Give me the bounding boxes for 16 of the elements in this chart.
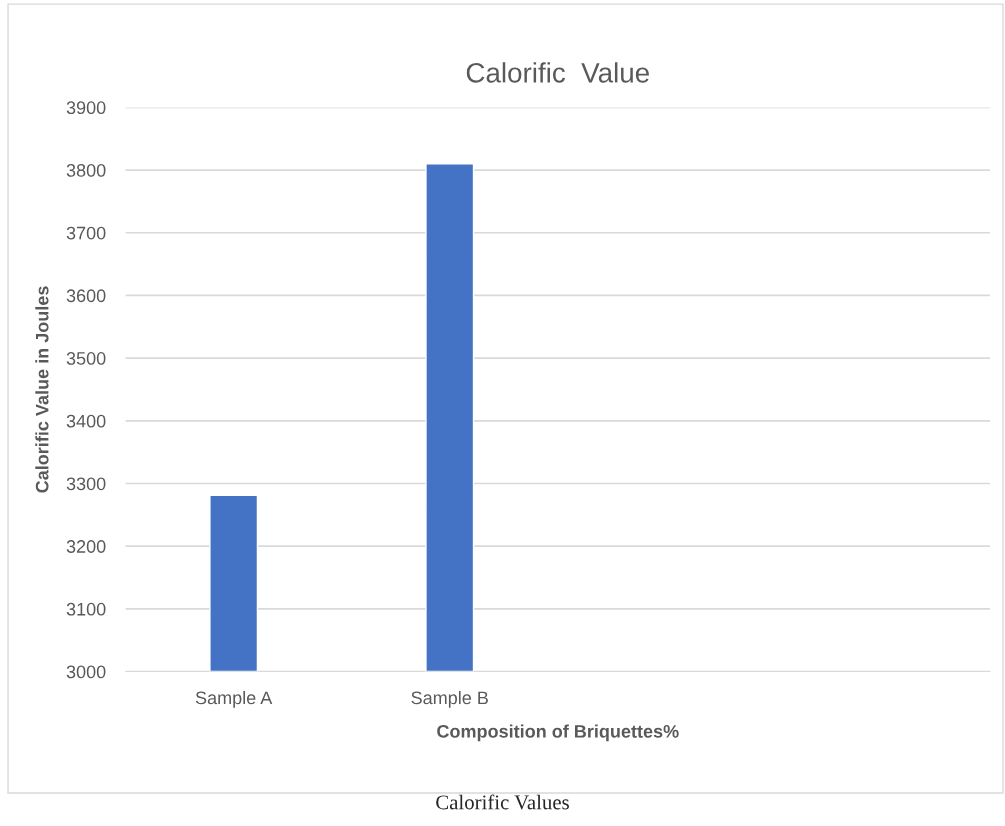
y-tick-label: 3200: [66, 540, 106, 553]
y-axis-title: Calorific Value in Joules: [35, 286, 49, 493]
text: Calorific Values: [436, 794, 569, 810]
y-tick-label: 3500: [66, 352, 106, 365]
y-tick-label: 3700: [66, 226, 106, 240]
y-tick-label: 3100: [66, 602, 106, 616]
y-tick-label: 3400: [66, 414, 106, 428]
y-tick-label: 3300: [66, 477, 106, 491]
x-tick-label: Sample A: [195, 690, 273, 708]
y-tick-label: 3600: [66, 289, 106, 303]
x-tick-label: Sample B: [411, 690, 488, 708]
chart-title: Calorific Value: [466, 62, 649, 83]
y-tick-label: 3800: [66, 164, 106, 177]
y-tick-label: 3900: [66, 101, 106, 115]
x-axis-title: Composition of Briquettes%: [437, 724, 679, 742]
y-tick-label: 3000: [66, 665, 106, 679]
